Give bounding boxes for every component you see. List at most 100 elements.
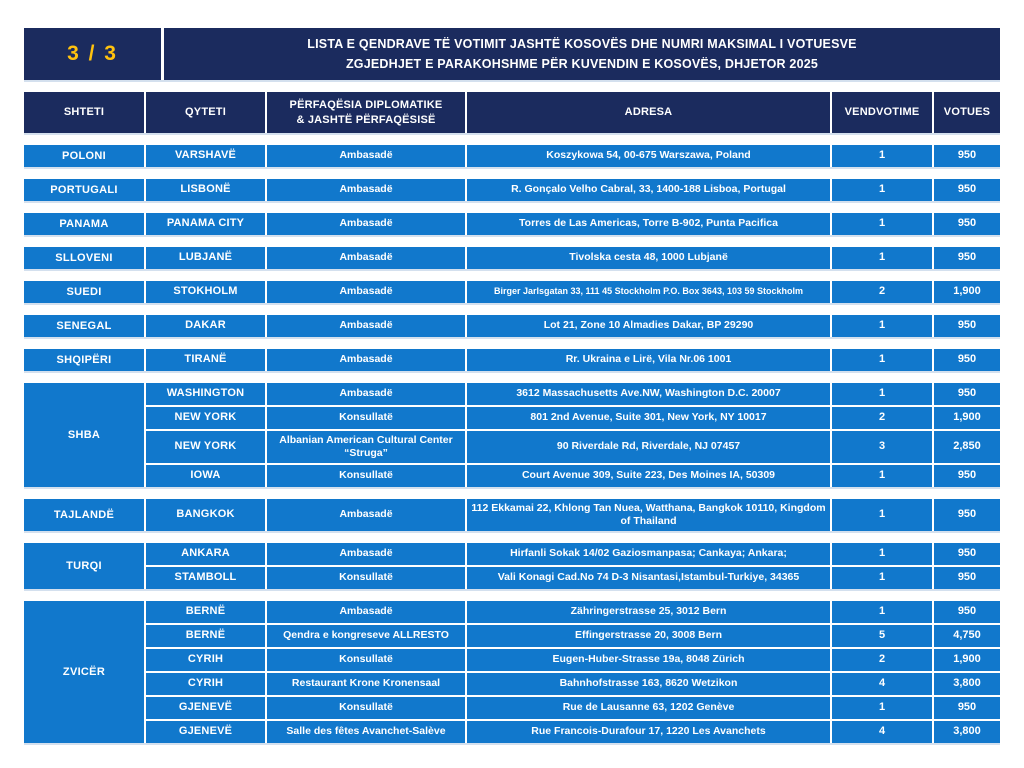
country-group: TAJLANDË BANGKOK Ambasadë 112 Ekkamai 22, K… xyxy=(24,499,1000,531)
country-group-rows: LUBJANË Ambasadë Tivolska cesta 48, 1000 L… xyxy=(146,247,1000,269)
table-row: VARSHAVË Ambasadë Koszykowa 54, 00-675 War… xyxy=(146,145,1000,167)
voters-cell: 950 xyxy=(934,543,1000,565)
address-cell: 3612 Massachusetts Ave.NW, Washington D.… xyxy=(467,383,830,405)
table-row: WASHINGTON Ambasadë 3612 Massachusetts Ave… xyxy=(146,383,1000,405)
office-cell: Ambasadë xyxy=(267,349,465,371)
country-group: SLLOVENI LUBJANË Ambasadë Tivolska cesta 48… xyxy=(24,247,1000,269)
address-cell: Vali Konagi Cad.No 74 D-3 Nisantasi,Ista… xyxy=(467,567,830,589)
table-body: POLONI VARSHAVË Ambasadë Koszykowa 54, 00-6… xyxy=(24,145,1000,743)
country-cell: SENEGAL xyxy=(24,315,144,337)
address-cell: Eugen-Huber-Strasse 19a, 8048 Zürich xyxy=(467,649,830,671)
voters-cell: 950 xyxy=(934,349,1000,371)
table-row: IOWA Konsullatë Court Avenue 309, Suite 22… xyxy=(146,465,1000,487)
address-cell: 90 Riverdale Rd, Riverdale, NJ 07457 xyxy=(467,431,830,463)
address-cell: Rue Francois-Durafour 17, 1220 Les Avanc… xyxy=(467,721,830,743)
table-row: TIRANË Ambasadë Rr. Ukraina e Lirë, Vila N… xyxy=(146,349,1000,371)
voters-cell: 950 xyxy=(934,145,1000,167)
stations-cell: 2 xyxy=(832,281,932,303)
city-cell: STOKHOLM xyxy=(146,281,265,303)
city-cell: NEW YORK xyxy=(146,407,265,429)
country-cell: POLONI xyxy=(24,145,144,167)
address-cell: Court Avenue 309, Suite 223, Des Moines … xyxy=(467,465,830,487)
voters-cell: 950 xyxy=(934,697,1000,719)
column-header-vendvotime: VENDVOTIME xyxy=(832,92,932,133)
stations-cell: 4 xyxy=(832,721,932,743)
city-cell: GJENEVË xyxy=(146,697,265,719)
address-cell: 801 2nd Avenue, Suite 301, New York, NY … xyxy=(467,407,830,429)
office-cell: Qendra e kongreseve ALLRESTO xyxy=(267,625,465,647)
office-cell: Salle des fêtes Avanchet-Salève xyxy=(267,721,465,743)
country-cell: SUEDI xyxy=(24,281,144,303)
address-cell: Zähringerstrasse 25, 3012 Bern xyxy=(467,601,830,623)
table-row: STOKHOLM Ambasadë Birger Jarlsgatan 33, 11… xyxy=(146,281,1000,303)
office-cell: Ambasadë xyxy=(267,383,465,405)
city-cell: BANGKOK xyxy=(146,499,265,531)
title-box: LISTA E QENDRAVE TË VOTIMIT JASHTË KOSOV… xyxy=(164,28,1000,80)
address-cell: 112 Ekkamai 22, Khlong Tan Nuea, Watthan… xyxy=(467,499,830,531)
office-cell: Ambasadë xyxy=(267,601,465,623)
country-cell: TAJLANDË xyxy=(24,499,144,531)
office-cell: Ambasadë xyxy=(267,247,465,269)
table-header-row: SHTETI QYTETI PËRFAQËSIA DIPLOMATIKE & J… xyxy=(24,92,1000,133)
stations-cell: 1 xyxy=(832,349,932,371)
city-cell: STAMBOLL xyxy=(146,567,265,589)
country-group: SENEGAL DAKAR Ambasadë Lot 21, Zone 10 Alma… xyxy=(24,315,1000,337)
office-cell: Ambasadë xyxy=(267,281,465,303)
stations-cell: 1 xyxy=(832,213,932,235)
country-group-rows: STOKHOLM Ambasadë Birger Jarlsgatan 33, 11… xyxy=(146,281,1000,303)
country-group: PORTUGALI LISBONË Ambasadë R. Gonçalo Velho… xyxy=(24,179,1000,201)
country-group-rows: BANGKOK Ambasadë 112 Ekkamai 22, Khlong Ta… xyxy=(146,499,1000,531)
office-cell: Ambasadë xyxy=(267,179,465,201)
table-row: LUBJANË Ambasadë Tivolska cesta 48, 1000 L… xyxy=(146,247,1000,269)
country-group-rows: TIRANË Ambasadë Rr. Ukraina e Lirë, Vila N… xyxy=(146,349,1000,371)
stations-cell: 1 xyxy=(832,315,932,337)
table-row: STAMBOLL Konsullatë Vali Konagi Cad.No 74 … xyxy=(146,567,1000,589)
country-cell: PANAMA xyxy=(24,213,144,235)
office-cell: Konsullatë xyxy=(267,567,465,589)
column-header-adresa: ADRESA xyxy=(467,92,830,133)
country-group: SUEDI STOKHOLM Ambasadë Birger Jarlsgatan 3… xyxy=(24,281,1000,303)
voters-cell: 950 xyxy=(934,465,1000,487)
country-cell: SLLOVENI xyxy=(24,247,144,269)
voters-cell: 950 xyxy=(934,213,1000,235)
country-cell: SHQIPËRI xyxy=(24,349,144,371)
city-cell: LUBJANË xyxy=(146,247,265,269)
address-cell: Rr. Ukraina e Lirë, Vila Nr.06 1001 xyxy=(467,349,830,371)
city-cell: NEW YORK xyxy=(146,431,265,463)
country-group-rows: ANKARA Ambasadë Hirfanli Sokak 14/02 Gazio… xyxy=(146,543,1000,589)
city-cell: GJENEVË xyxy=(146,721,265,743)
voters-cell: 950 xyxy=(934,179,1000,201)
table-row: GJENEVË Salle des fêtes Avanchet-Salève Ru… xyxy=(146,721,1000,743)
table-row: BANGKOK Ambasadë 112 Ekkamai 22, Khlong Ta… xyxy=(146,499,1000,531)
office-cell: Ambasadë xyxy=(267,213,465,235)
country-group-rows: WASHINGTON Ambasadë 3612 Massachusetts Ave… xyxy=(146,383,1000,487)
voters-cell: 950 xyxy=(934,383,1000,405)
table-row: PANAMA CITY Ambasadë Torres de Las America… xyxy=(146,213,1000,235)
stations-cell: 1 xyxy=(832,383,932,405)
office-cell: Restaurant Krone Kronensaal xyxy=(267,673,465,695)
address-cell: Effingerstrasse 20, 3008 Bern xyxy=(467,625,830,647)
address-cell: R. Gonçalo Velho Cabral, 33, 1400-188 Li… xyxy=(467,179,830,201)
stations-cell: 2 xyxy=(832,649,932,671)
voters-cell: 3,800 xyxy=(934,673,1000,695)
column-header-shteti: SHTETI xyxy=(24,92,144,133)
address-cell: Hirfanli Sokak 14/02 Gaziosmanpasa; Cank… xyxy=(467,543,830,565)
stations-cell: 1 xyxy=(832,465,932,487)
address-cell: Birger Jarlsgatan 33, 111 45 Stockholm P… xyxy=(467,281,830,303)
office-cell: Ambasadë xyxy=(267,315,465,337)
address-cell: Bahnhofstrasse 163, 8620 Wetzikon xyxy=(467,673,830,695)
stations-cell: 1 xyxy=(832,567,932,589)
country-group-rows: LISBONË Ambasadë R. Gonçalo Velho Cabral, … xyxy=(146,179,1000,201)
country-cell: ZVICËR xyxy=(24,601,144,743)
office-cell: Konsullatë xyxy=(267,649,465,671)
column-header-perfaqesia: PËRFAQËSIA DIPLOMATIKE & JASHTË PËRFAQËS… xyxy=(267,92,465,133)
city-cell: BERNË xyxy=(146,625,265,647)
country-cell: SHBA xyxy=(24,383,144,487)
voters-cell: 3,800 xyxy=(934,721,1000,743)
city-cell: PANAMA CITY xyxy=(146,213,265,235)
stations-cell: 1 xyxy=(832,697,932,719)
stations-cell: 1 xyxy=(832,543,932,565)
voters-cell: 950 xyxy=(934,247,1000,269)
address-cell: Torres de Las Americas, Torre B-902, Pun… xyxy=(467,213,830,235)
